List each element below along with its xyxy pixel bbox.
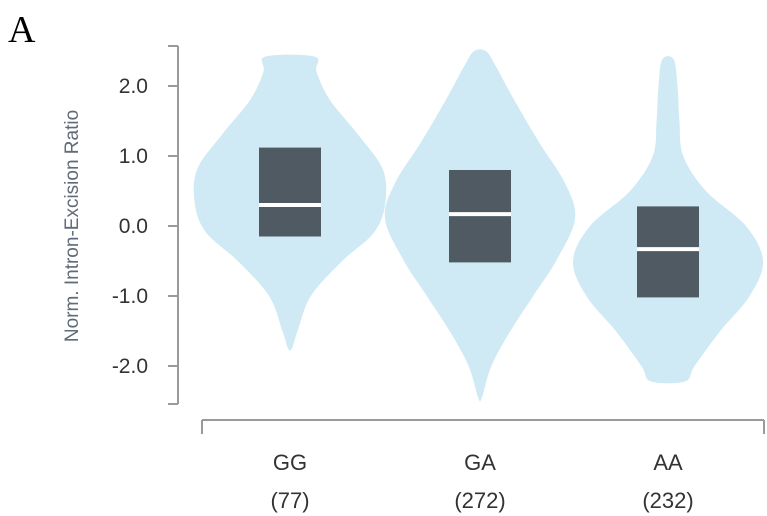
y-tick-label: 1.0 bbox=[119, 145, 148, 168]
box-gg bbox=[259, 147, 321, 237]
panel-letter: A bbox=[8, 9, 36, 51]
x-category-label: GG bbox=[273, 450, 307, 475]
x-labels: GG (77) GA (272) AA (232) bbox=[270, 450, 693, 513]
x-count-label: (77) bbox=[270, 488, 309, 513]
x-count-label: (232) bbox=[642, 488, 693, 513]
x-category-label: GA bbox=[464, 450, 496, 475]
boxes-layer bbox=[259, 147, 699, 298]
y-axis-label: Norm. Intron-Excision Ratio bbox=[62, 110, 83, 342]
x-axis bbox=[201, 419, 765, 434]
box-ga bbox=[449, 170, 511, 263]
x-count-label: (272) bbox=[454, 488, 505, 513]
x-category-label: AA bbox=[653, 450, 683, 475]
y-axis: 2.0 1.0 0.0 -1.0 -2.0 bbox=[112, 45, 179, 405]
y-tick-label: -2.0 bbox=[112, 355, 148, 378]
y-tick-label: -1.0 bbox=[112, 285, 148, 308]
y-tick-label: 0.0 bbox=[119, 215, 148, 238]
box-aa bbox=[637, 206, 699, 298]
y-tick-label: 2.0 bbox=[119, 75, 148, 98]
